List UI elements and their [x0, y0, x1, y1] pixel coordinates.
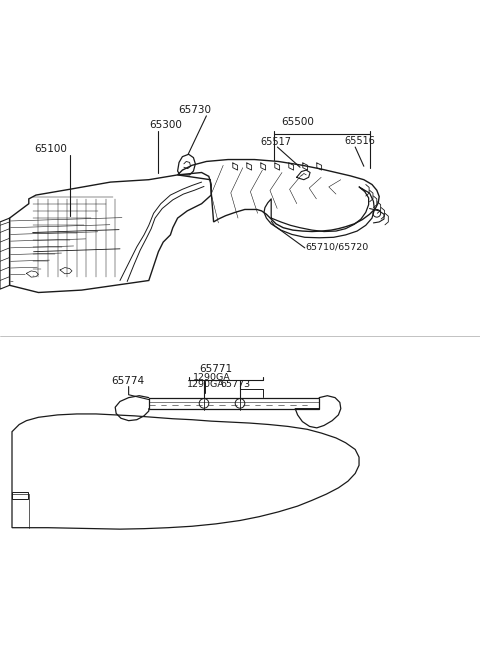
Text: 1290GA: 1290GA: [193, 373, 231, 382]
Text: 65516: 65516: [345, 136, 375, 146]
Text: 65774: 65774: [111, 376, 144, 386]
Text: 65500: 65500: [281, 117, 313, 127]
Text: 65730: 65730: [179, 105, 211, 115]
Text: 65100: 65100: [35, 144, 67, 154]
Text: 65771: 65771: [199, 364, 233, 374]
Text: 65300: 65300: [149, 120, 181, 130]
Text: 65710/65720: 65710/65720: [306, 242, 369, 252]
Text: 65773: 65773: [221, 380, 251, 389]
Text: 1290GA: 1290GA: [187, 380, 225, 389]
Text: 65517: 65517: [261, 137, 292, 147]
